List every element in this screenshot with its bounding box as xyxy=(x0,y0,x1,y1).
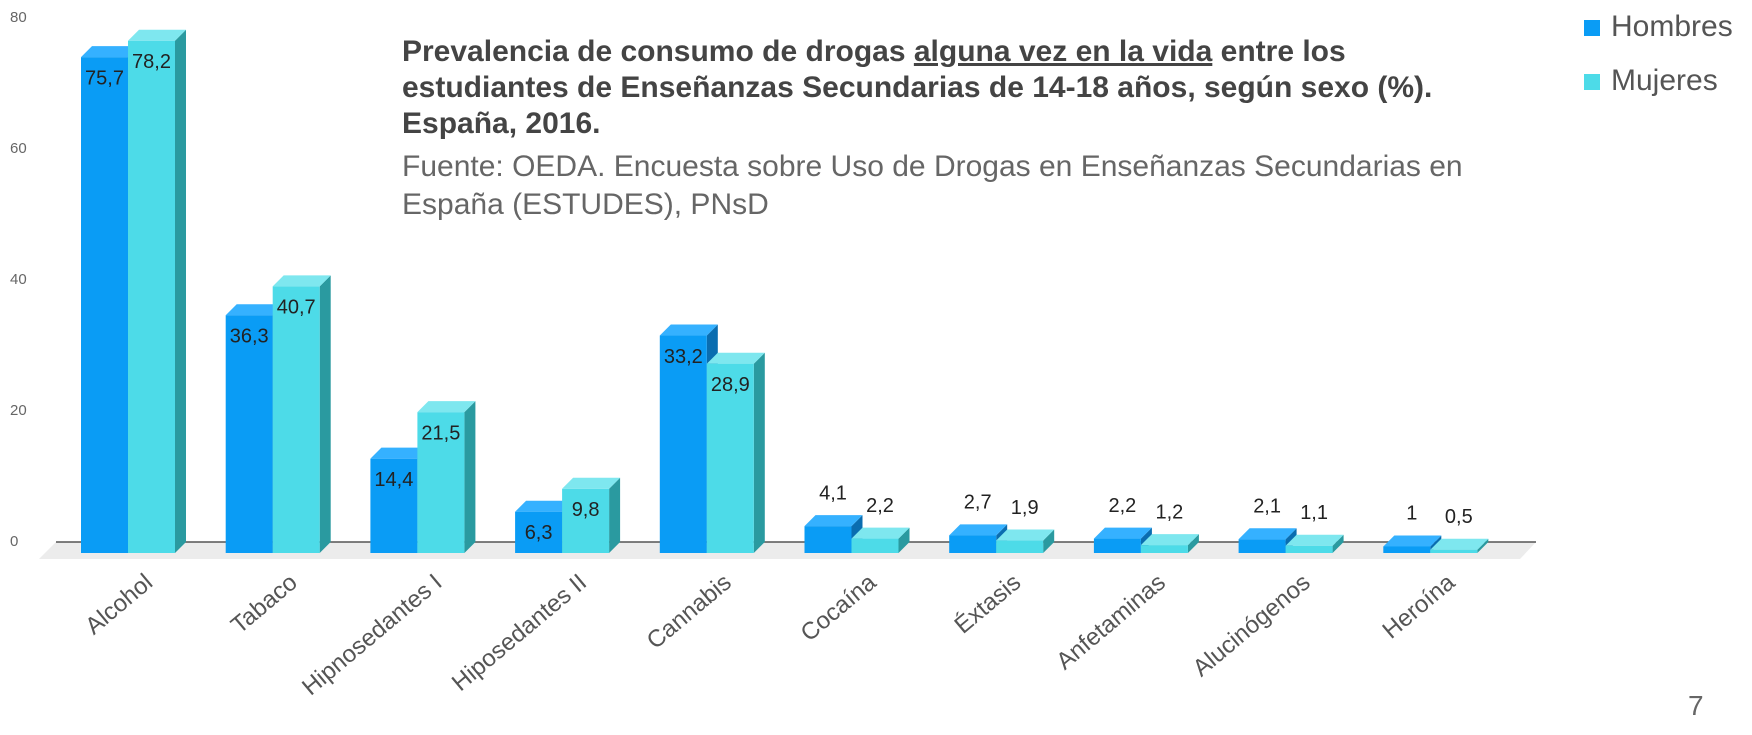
bar xyxy=(996,540,1044,553)
bar-side xyxy=(175,29,186,554)
bar-side xyxy=(464,401,476,553)
y-tick-label: 20 xyxy=(10,402,27,419)
bar xyxy=(81,57,128,553)
value-label: 4,1 xyxy=(819,482,847,504)
bar xyxy=(272,286,320,553)
bar-top xyxy=(1383,535,1442,547)
bar xyxy=(562,488,610,553)
bar-top xyxy=(949,524,1008,536)
value-label: 28,9 xyxy=(711,374,750,396)
bar-top xyxy=(1093,527,1152,539)
y-tick-label: 80 xyxy=(10,9,27,26)
bar xyxy=(1430,549,1478,553)
x-tick-label: Alucinógenos xyxy=(1188,569,1316,682)
bar xyxy=(225,315,273,553)
bar-top xyxy=(1285,534,1344,546)
value-label: 1 xyxy=(1406,503,1417,525)
x-tick-label: Anfetaminas xyxy=(1051,569,1171,675)
bar xyxy=(1285,545,1333,553)
bar-top xyxy=(706,352,765,364)
page-number: 7 xyxy=(1688,690,1704,721)
bar xyxy=(417,412,465,553)
bar-top xyxy=(562,477,621,489)
value-label: 75,7 xyxy=(85,67,124,89)
bar xyxy=(1383,546,1431,553)
bar-top xyxy=(81,46,139,58)
bar-top xyxy=(1140,534,1199,546)
bar-top xyxy=(804,515,863,527)
bar-top xyxy=(515,500,574,512)
bar-side xyxy=(753,352,765,553)
x-tick-label: Éxtasis xyxy=(950,569,1027,639)
value-label: 21,5 xyxy=(421,422,460,444)
y-tick-label: 60 xyxy=(10,140,27,157)
bar-top xyxy=(272,275,331,287)
value-label: 33,2 xyxy=(664,346,703,368)
value-label: 1,9 xyxy=(1011,497,1039,519)
x-tick-label: Cocaína xyxy=(796,568,882,647)
value-label: 36,3 xyxy=(230,326,269,348)
legend-swatch xyxy=(1584,74,1600,90)
title-part: alguna vez en la vida xyxy=(913,35,1213,68)
value-label: 6,3 xyxy=(525,522,553,544)
value-label: 2,7 xyxy=(964,492,992,514)
bar-side xyxy=(1332,534,1344,553)
bar-side xyxy=(1477,538,1489,553)
x-tick-label: Hipnosedantes I xyxy=(297,569,447,701)
bar xyxy=(1140,545,1188,553)
value-label: 2,2 xyxy=(1108,495,1136,517)
bar xyxy=(515,511,563,553)
bar-top xyxy=(417,401,476,413)
value-label: 2,2 xyxy=(866,495,894,517)
bar xyxy=(1238,539,1286,553)
y-tick-label: 0 xyxy=(10,533,18,550)
value-label: 0,5 xyxy=(1445,506,1473,528)
x-tick-label: Hiposedantes II xyxy=(447,569,592,697)
bar xyxy=(851,538,899,553)
bar xyxy=(128,40,175,554)
bar xyxy=(659,335,707,553)
value-label: 2,1 xyxy=(1253,496,1281,518)
y-tick-label: 40 xyxy=(10,271,27,288)
legend-label: Hombres xyxy=(1611,10,1733,43)
chart-subtitle: Fuente: OEDA. Encuesta sobre Uso de Drog… xyxy=(402,150,1463,221)
bar-top xyxy=(851,527,910,539)
value-label: 1,2 xyxy=(1155,501,1183,523)
x-tick-label: Alcohol xyxy=(80,569,158,640)
value-label: 9,8 xyxy=(572,499,600,521)
legend-label: Mujeres xyxy=(1611,64,1718,97)
x-tick-label: Tabaco xyxy=(226,569,303,639)
bar xyxy=(706,363,754,553)
bar-top xyxy=(1430,538,1489,550)
bar-side xyxy=(1187,534,1199,553)
chart-title: Prevalencia de consumo de drogas alguna … xyxy=(402,34,1482,142)
bar-top xyxy=(370,447,429,459)
bar-top xyxy=(659,324,718,336)
bar-top xyxy=(225,304,284,316)
value-label: 14,4 xyxy=(374,469,413,491)
title-part: entre los estudiantes de Enseñanzas Secu… xyxy=(402,35,1433,140)
bar-side xyxy=(609,477,621,553)
legend-swatch xyxy=(1584,20,1600,36)
value-label: 40,7 xyxy=(277,297,316,319)
bar xyxy=(1093,538,1141,553)
bar xyxy=(949,535,997,553)
bar-side xyxy=(898,527,910,553)
value-label: 1,1 xyxy=(1300,502,1328,524)
bar-top xyxy=(128,29,186,41)
value-label: 78,2 xyxy=(132,51,171,73)
bar-top xyxy=(996,529,1055,541)
bar-side xyxy=(1043,529,1055,553)
title-part: Prevalencia de consumo de drogas xyxy=(402,35,914,68)
bar-side xyxy=(319,275,331,553)
bar xyxy=(370,458,418,553)
bar-top xyxy=(1238,528,1297,540)
bar xyxy=(804,526,852,553)
x-tick-label: Heroína xyxy=(1377,568,1460,644)
x-tick-label: Cannabis xyxy=(642,569,737,655)
